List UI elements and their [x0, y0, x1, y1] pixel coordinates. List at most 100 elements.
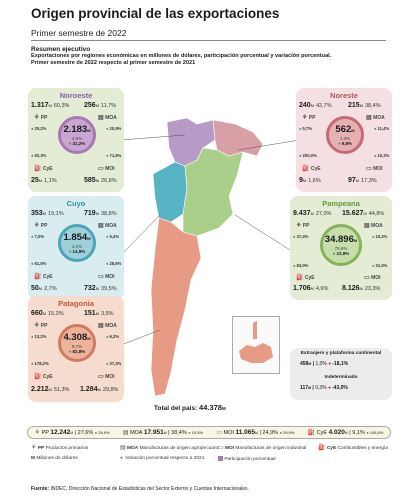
moi-value: 732M 39,5%: [84, 285, 117, 292]
moa-pct: 3,5%: [100, 311, 114, 317]
unit: M: [95, 103, 100, 108]
moa-amount: 151: [84, 310, 96, 317]
moa-pct: 44,8%: [368, 211, 385, 217]
cye-value: 2.212M 51,3%: [31, 386, 69, 393]
region-card-pampeana: Pampeana 9.437M 27,0% 15.627M 44,8% ⚘ PP…: [290, 196, 392, 300]
factory-icon: ▤: [120, 445, 126, 451]
region-total: 562M: [335, 123, 355, 136]
unit: M: [95, 311, 100, 316]
total-amount: 34.896: [324, 233, 354, 245]
pp-label-text: PP: [302, 223, 310, 229]
pp-var: 26,9%: [95, 430, 110, 435]
moi-label-text: MOI: [223, 430, 234, 436]
legend-moa-key: MOA: [127, 446, 139, 451]
legend-pp-key: PP: [37, 446, 45, 451]
region-var: 9,8%: [338, 141, 352, 146]
moa-label-text: MOA: [105, 323, 117, 329]
cye-value: 25M 1,1%: [31, 177, 57, 184]
cye-pct: 1,1%: [44, 178, 57, 184]
region-var: 14,9%: [69, 249, 85, 254]
car-icon: ▭: [98, 274, 104, 280]
moa-variation: 10,2%: [372, 234, 388, 239]
cye-variation: 92,3%: [31, 153, 47, 158]
unit: M: [355, 178, 360, 183]
unit: M: [70, 431, 74, 435]
moi-label-text: MOI: [371, 275, 381, 281]
car-icon: ▭: [98, 166, 104, 172]
pp-variation: 5,7%: [299, 126, 313, 131]
wheat-icon: ⚘: [34, 115, 40, 121]
factory-icon: ▤: [364, 223, 370, 229]
moa-variation: 6,3%: [106, 334, 120, 339]
cye-label: ⛽ CyE: [34, 373, 53, 380]
moa-label: ▤ MOA: [366, 114, 385, 121]
moa-label-text: MOA: [371, 223, 383, 229]
argentina-map: [150, 117, 264, 397]
extranjero-var: -18,1%: [328, 361, 348, 367]
factory-icon: ▤: [98, 115, 104, 121]
total-amount: 562: [335, 123, 352, 135]
pp-value: 240M 42,7%: [299, 102, 332, 109]
fuel-icon: ⛽: [34, 374, 42, 380]
car-icon: ▭: [216, 430, 223, 436]
pp-amount: 12.242: [50, 429, 71, 436]
factory-icon: ▤: [366, 115, 372, 121]
fuel-icon: ⛽: [302, 166, 310, 172]
source-note: Fuente: INDEC, Dirección Nacional de Est…: [31, 486, 249, 492]
unit: M: [359, 103, 364, 108]
moa-variation: 11,4%: [374, 126, 390, 131]
moa-var: 10,5%: [188, 430, 203, 435]
pp-pct: 42,7%: [315, 103, 332, 109]
pp-amount: 353: [31, 210, 43, 217]
car-icon: ▭: [366, 166, 372, 172]
region-name: Cuyo: [66, 199, 86, 208]
cye-label-text: CyE: [42, 274, 53, 280]
unit: M: [97, 387, 101, 392]
region-total: 2.183M: [63, 124, 90, 136]
moi-amount: 732: [84, 285, 96, 292]
moa-pct: 11,7%: [100, 103, 117, 109]
moa-label-text: MOA: [373, 115, 385, 121]
moi-value: 585M 26,8%: [84, 177, 117, 184]
pp-variation: 37,4%: [293, 234, 309, 239]
antarctica-inset: [232, 316, 280, 374]
total-unit: M: [221, 406, 226, 411]
moa-label: ▤ MOA: [98, 322, 117, 329]
extranjero-pct: 1,0%: [315, 361, 327, 367]
legend-pp: ⚘ PP Productos primarios: [31, 444, 88, 451]
moa-variation: 20,9%: [106, 126, 122, 131]
country-total: Total del país: 44.378M: [154, 403, 226, 412]
extranjero-values: 458M | 1,0% -18,1%: [300, 361, 348, 367]
unit: M: [308, 386, 311, 390]
antarctica-shape: [239, 343, 273, 363]
region-card-noreste: Noreste 240M 42,7% 215M 38,4% ⚘ PP ▤ MOA…: [296, 88, 392, 192]
moi-label: ▭ MOI: [364, 274, 381, 281]
pp-pct: 60,3%: [53, 103, 70, 109]
unit: M: [351, 127, 355, 133]
moi-label: ▭ MOI: [366, 165, 383, 172]
pp-label-text: PP: [40, 223, 48, 229]
pp-amount: 9.437: [293, 210, 311, 217]
moa-value: 15.627M 44,8%: [342, 210, 384, 217]
pp-label-text: PP: [40, 323, 48, 329]
moa-label-text: MOA: [105, 115, 117, 121]
executive-summary: Resumen ejecutivo Exportaciones por regi…: [31, 46, 391, 67]
pp-label: ⚘ PP: [34, 322, 47, 329]
bar-pp: ⚘ PP 12.242M | 27,6% 26,9%: [35, 429, 110, 436]
pp-variation: 13,2%: [31, 334, 47, 339]
pp-label: ⚘ PP: [34, 114, 47, 121]
callout-patagonia: [120, 329, 161, 346]
moi-label-text: MOI: [373, 166, 383, 172]
wheat-icon: ⚘: [296, 223, 302, 229]
antarctica-map: [239, 321, 273, 363]
moa-variation: 5,4%: [106, 234, 120, 239]
moi-amount: 11.065: [235, 429, 255, 436]
legend-pp-text: Productos primarios: [45, 446, 89, 451]
fuel-icon: ⛽: [318, 445, 326, 451]
map-noreste: [212, 119, 264, 157]
extranjero-title: Extranjero y plataforma continental: [300, 351, 382, 356]
cye-amount: 25: [31, 177, 39, 184]
car-icon: ▭: [364, 275, 370, 281]
pp-label-text: PP: [41, 430, 49, 436]
moa-amount: 17.951: [143, 429, 164, 436]
